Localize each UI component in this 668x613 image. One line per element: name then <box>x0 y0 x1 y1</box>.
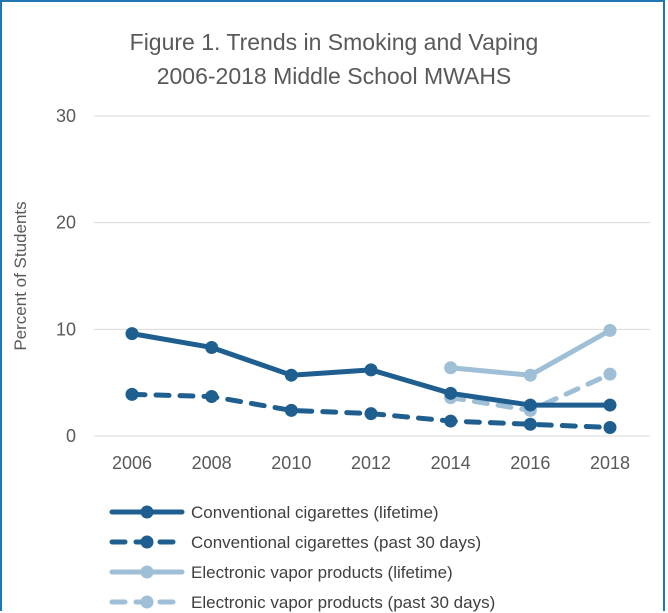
legend-item: Electronic vapor products (past 30 days) <box>109 593 495 612</box>
chart-title-line2: 2006-2018 Middle School MWAHS <box>157 63 512 89</box>
data-point <box>444 361 458 375</box>
x-tick-label: 2012 <box>351 453 391 473</box>
series-group <box>125 323 617 434</box>
data-point <box>603 367 617 381</box>
legend-swatch-marker <box>140 535 154 549</box>
legend-swatch-marker <box>140 505 154 519</box>
data-point <box>603 420 617 434</box>
x-tick-label: 2018 <box>590 453 630 473</box>
data-point <box>603 323 617 337</box>
legend-swatch-marker <box>140 565 154 579</box>
series-3 <box>444 323 617 382</box>
data-point <box>523 417 537 431</box>
series-2 <box>125 387 617 434</box>
legend-item: Electronic vapor products (lifetime) <box>109 563 453 582</box>
y-axis-label: Percent of Students <box>11 201 30 350</box>
data-point <box>364 363 378 377</box>
x-tick-label: 2016 <box>510 453 550 473</box>
series-line <box>448 327 613 378</box>
y-axis-ticks: 0 10 20 30 <box>56 106 76 446</box>
series-1 <box>125 327 617 412</box>
y-tick-label: 30 <box>56 106 76 126</box>
legend-item: Conventional cigarettes (past 30 days) <box>109 533 481 552</box>
legend-label: Conventional cigarettes (lifetime) <box>191 503 439 522</box>
legend-label: Electronic vapor products (lifetime) <box>191 563 453 582</box>
data-point <box>205 340 219 354</box>
data-point <box>444 414 458 428</box>
x-tick-label: 2008 <box>192 453 232 473</box>
legend-item: Conventional cigarettes (lifetime) <box>109 503 439 522</box>
chart-title-line1: Figure 1. Trends in Smoking and Vaping <box>130 29 539 55</box>
data-point <box>284 368 298 382</box>
x-tick-label: 2014 <box>431 453 471 473</box>
data-point <box>125 327 139 341</box>
x-tick-label: 2006 <box>112 453 152 473</box>
x-axis-ticks: 2006 2008 2010 2012 2014 2016 2018 <box>112 453 630 473</box>
data-point <box>125 387 139 401</box>
data-point <box>603 398 617 412</box>
y-tick-label: 20 <box>56 213 76 233</box>
data-point <box>284 403 298 417</box>
legend-label: Conventional cigarettes (past 30 days) <box>191 533 481 552</box>
data-point <box>523 368 537 382</box>
gridlines <box>94 115 650 437</box>
data-point <box>205 390 219 404</box>
legend: Conventional cigarettes (lifetime) Conven… <box>109 503 495 612</box>
data-point <box>444 386 458 400</box>
y-tick-label: 0 <box>66 426 76 446</box>
data-point <box>523 398 537 412</box>
x-tick-label: 2010 <box>271 453 311 473</box>
legend-label: Electronic vapor products (past 30 days) <box>191 593 495 612</box>
y-tick-label: 10 <box>56 319 76 339</box>
data-point <box>364 407 378 421</box>
legend-swatch-marker <box>140 595 154 609</box>
